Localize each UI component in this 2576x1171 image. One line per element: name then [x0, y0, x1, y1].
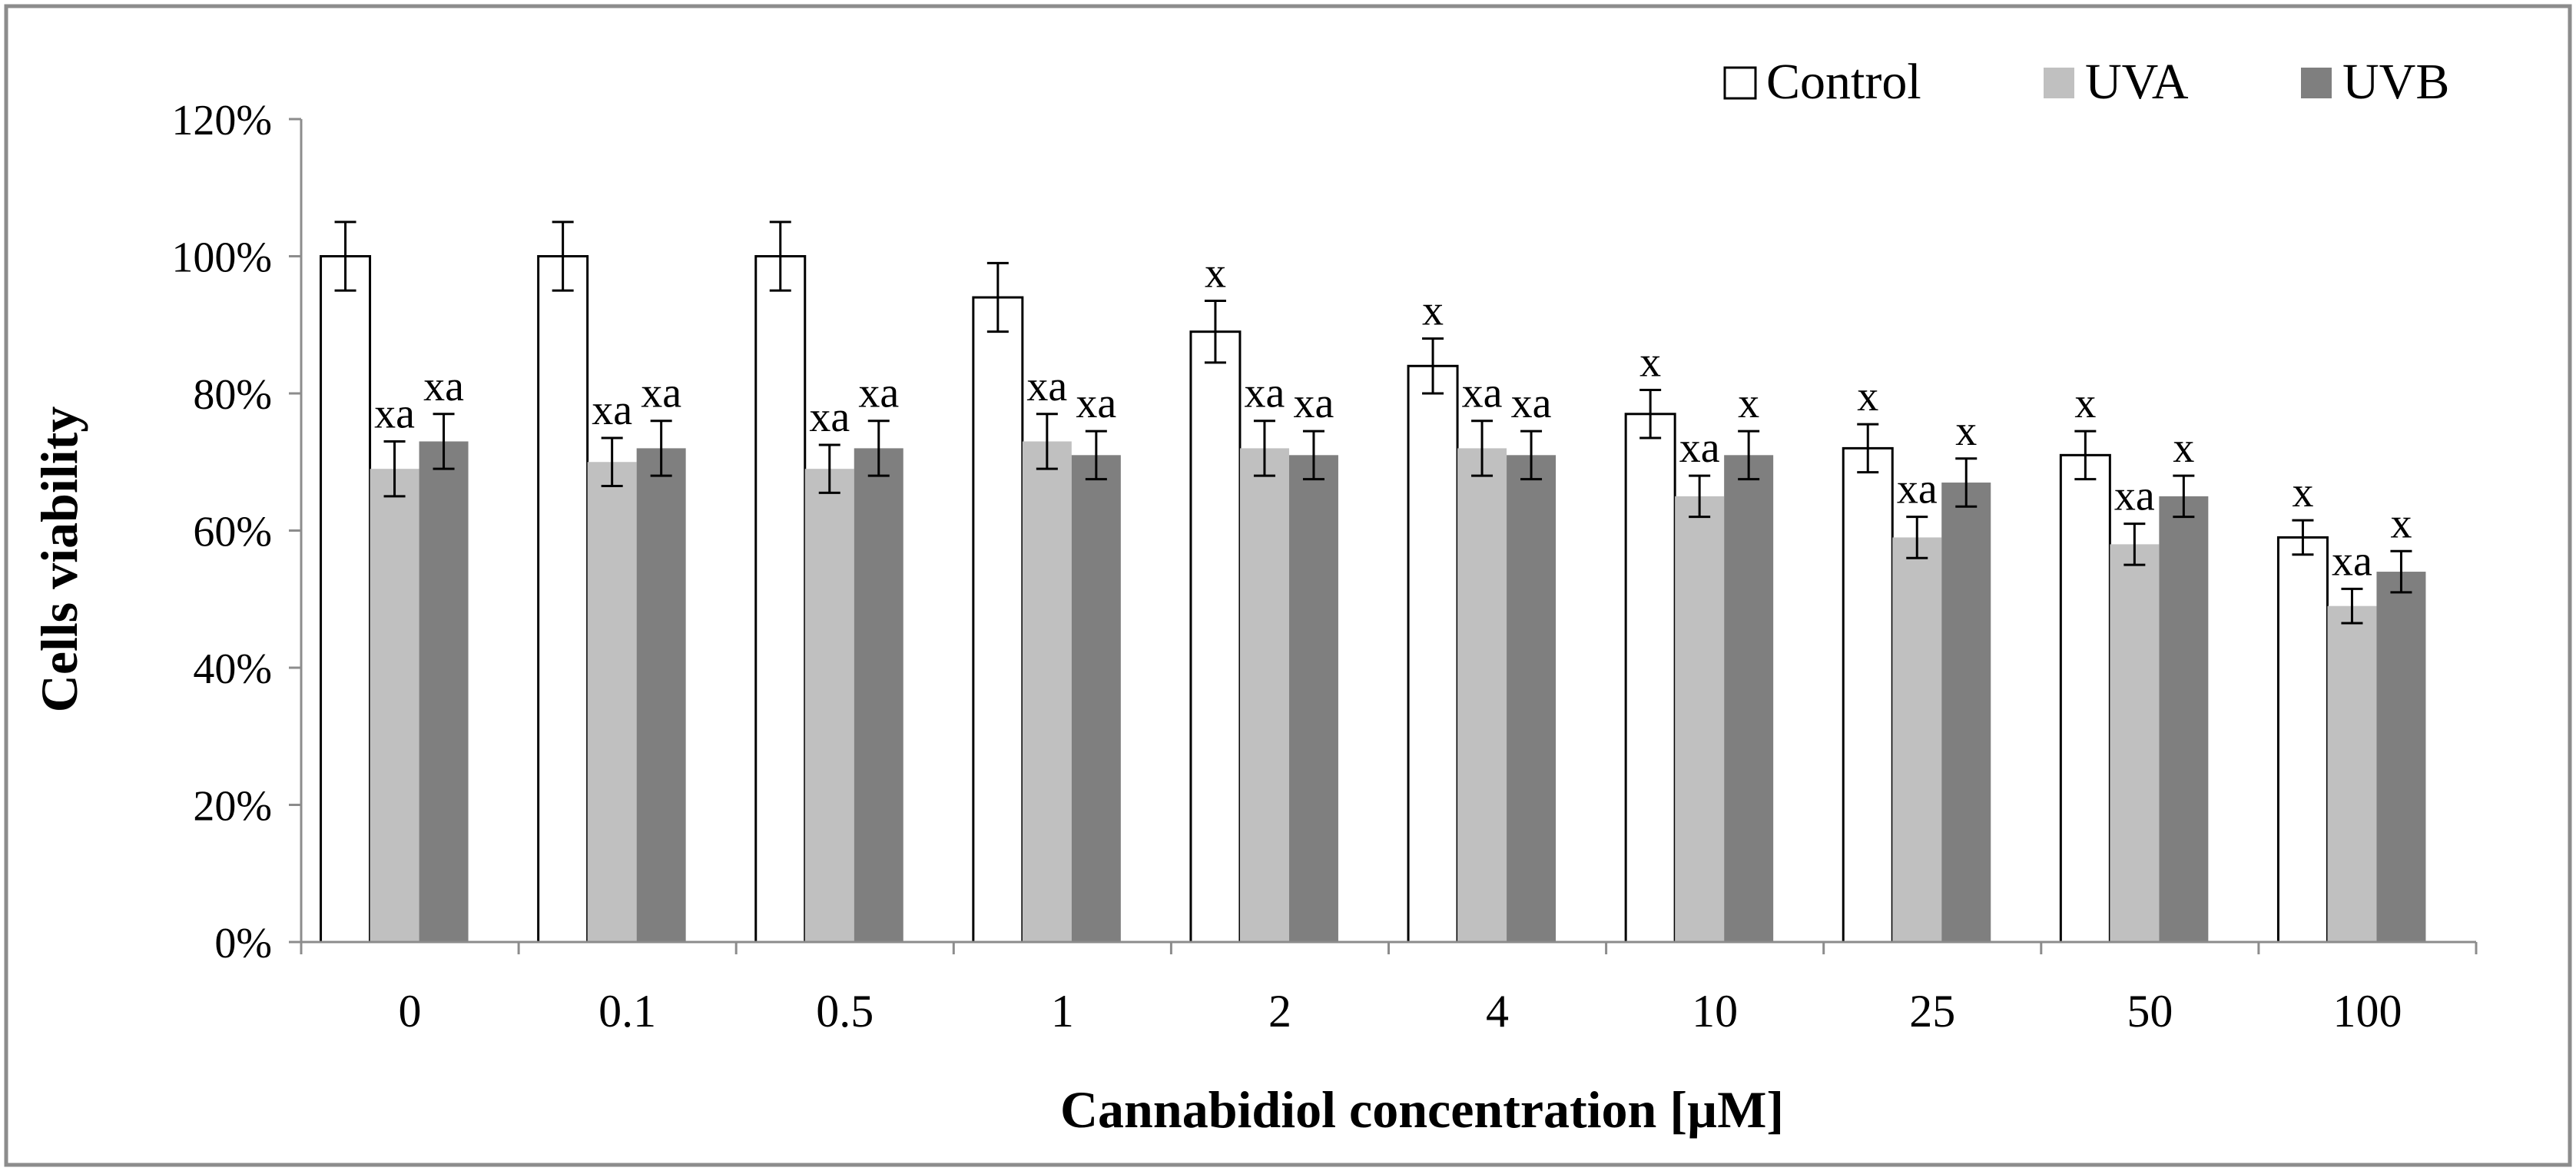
bar-control — [537, 255, 589, 944]
significance-label: xa — [1897, 466, 1938, 513]
bar-uva — [1892, 537, 1942, 942]
bar-uva — [1457, 448, 1507, 942]
significance-label: xa — [1245, 370, 1285, 417]
significance-label: xa — [1026, 363, 1067, 410]
y-tick-label: 120% — [171, 97, 272, 144]
bar-uva — [370, 469, 419, 942]
significance-label: xa — [423, 363, 464, 410]
y-tick-label: 20% — [193, 783, 272, 831]
bar-control — [1189, 330, 1242, 944]
significance-label: xa — [2332, 537, 2372, 585]
significance-label: xa — [641, 370, 681, 417]
bar-control — [320, 255, 372, 944]
x-category-label: 0.1 — [598, 986, 656, 1037]
significance-label: x — [1738, 380, 1759, 427]
bar-uva — [2110, 544, 2160, 942]
significance-label: xa — [858, 370, 899, 417]
x-axis-title: Cannabidiol concentration [µM] — [1060, 1080, 1784, 1139]
y-tick-label: 40% — [193, 645, 272, 693]
significance-label: x — [2390, 499, 2412, 547]
y-tick-label: 80% — [193, 371, 272, 419]
bar-uvb — [1071, 455, 1121, 942]
bar-uva — [1239, 448, 1289, 942]
bar-uva — [1022, 441, 1072, 942]
bars-layer — [320, 255, 2426, 944]
significance-label: xa — [1511, 380, 1552, 427]
bar-uva — [587, 462, 637, 942]
significance-label: x — [1639, 339, 1661, 386]
significance-label: xa — [2114, 473, 2155, 520]
legend-swatch-uvb — [2301, 68, 2332, 98]
bar-uvb — [419, 441, 469, 942]
bar-control — [754, 255, 807, 944]
bar-uva — [804, 469, 854, 942]
significance-label: x — [2074, 380, 2096, 427]
x-category-label: 10 — [1692, 986, 1738, 1037]
bar-uvb — [1507, 455, 1557, 942]
significance-label: xa — [374, 390, 415, 437]
legend-swatch-uva — [2044, 68, 2074, 98]
legend-swatch-control — [1723, 66, 1757, 100]
bar-uvb — [854, 448, 903, 942]
significance-label: xa — [1679, 424, 1720, 472]
x-category-label: 1 — [1051, 986, 1074, 1037]
bar-control — [972, 296, 1024, 944]
significance-label: x — [1422, 287, 1444, 335]
bar-uvb — [1288, 455, 1338, 942]
bar-uvb — [2376, 572, 2426, 942]
x-category-label: 2 — [1268, 986, 1291, 1037]
significance-label: x — [1205, 250, 1226, 297]
legend: Control UVA UVB — [1723, 54, 2449, 110]
significance-label: xa — [809, 393, 850, 441]
x-category-label: 4 — [1486, 986, 1509, 1037]
significance-label: x — [2173, 424, 2194, 472]
x-category-label: 25 — [1909, 986, 1955, 1037]
significance-label: xa — [1462, 370, 1503, 417]
y-axis-title: Cells viability — [30, 406, 88, 713]
y-tick-label: 0% — [214, 920, 272, 967]
bar-uvb — [2159, 496, 2209, 942]
bar-control — [2276, 536, 2329, 944]
x-category-label: 0.5 — [816, 986, 874, 1037]
bar-uva — [2327, 605, 2377, 942]
error-bars-layer — [334, 221, 2412, 625]
significance-label: x — [2292, 469, 2313, 516]
x-category-label: 50 — [2127, 986, 2173, 1037]
bar-control — [2059, 453, 2111, 944]
axes-layer: 0% 20% 40% 60% 80% 100% 120% 0 0.1 0.5 1 2 4 10 25 50 10… — [171, 97, 2478, 1037]
significance-label: xa — [1076, 380, 1116, 427]
x-category-label: 100 — [2332, 986, 2402, 1037]
legend-label-uva: UVA — [2085, 54, 2189, 110]
bar-control — [1842, 446, 1894, 944]
bar-control — [1407, 364, 1459, 944]
legend-label-control: Control — [1766, 54, 1921, 110]
bar-uvb — [1941, 483, 1991, 942]
legend-label-uvb: UVB — [2342, 54, 2449, 110]
bar-uvb — [636, 448, 686, 942]
bar-control — [1624, 413, 1676, 944]
significance-label: xa — [592, 386, 632, 434]
bar-uvb — [1724, 455, 1774, 942]
bar-uva — [1675, 496, 1725, 942]
y-tick-label: 60% — [193, 509, 272, 556]
y-tick-label: 100% — [171, 234, 272, 282]
significance-label: xa — [1294, 380, 1334, 427]
significance-label: x — [1857, 373, 1878, 420]
significance-label: x — [1955, 407, 1977, 455]
x-category-label: 0 — [399, 986, 422, 1037]
